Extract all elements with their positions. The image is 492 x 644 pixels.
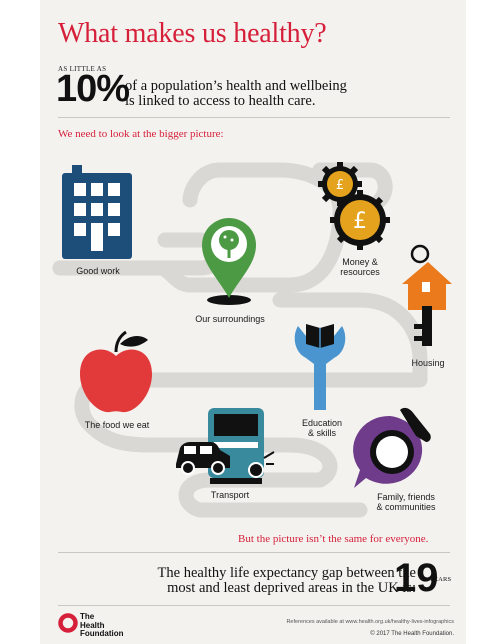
factor-label-housing: Housing: [411, 358, 445, 368]
factor-label-good-work: Good work: [76, 266, 120, 276]
gap-value: 19: [394, 556, 439, 600]
divider: [58, 605, 450, 606]
statement-line-1: of a population’s health and wellbeing: [125, 78, 347, 94]
wrench-book-icon: [294, 324, 346, 410]
factor-label-family: Family, friends & communities: [354, 492, 458, 512]
divider: [58, 552, 450, 553]
divider: [58, 117, 450, 118]
family-line-2: & communities: [376, 502, 436, 512]
health-foundation-logo-text: The Health Foundation: [80, 612, 124, 639]
intro-text: We need to look at the bigger picture:: [58, 128, 224, 140]
as-little-as-label: AS LITTLE AS: [58, 65, 107, 73]
svg-text:£: £: [336, 178, 344, 193]
house-key-icon: [402, 244, 452, 346]
education-line-2: & skills: [307, 428, 336, 438]
speech-bubble-icon: [353, 407, 431, 488]
health-foundation-logo-icon: [58, 613, 78, 633]
gap-line-2: most and least deprived areas in the UK …: [167, 580, 416, 596]
family-line-1: Family, friends: [377, 492, 435, 502]
factor-label-transport: Transport: [210, 490, 250, 500]
train-car-icon: [176, 408, 275, 484]
life-expectancy-gap-statement: The healthy life expectancy gap between …: [86, 566, 416, 596]
office-building-icon: [62, 165, 132, 259]
factor-label-surroundings: Our surroundings: [195, 314, 265, 324]
svg-text:£: £: [353, 209, 367, 234]
money-line-2: resources: [340, 267, 380, 277]
logo-line-3: Foundation: [80, 629, 124, 638]
map-pin-tree-icon: [202, 218, 256, 305]
education-line-1: Education: [301, 418, 343, 428]
money-line-1: Money &: [342, 257, 378, 267]
percentage-stat: 10%: [56, 68, 130, 110]
factor-label-education: Education & skills: [282, 418, 362, 438]
gear-coin-icon: £ £: [318, 162, 390, 250]
logo-line-1: The: [80, 612, 95, 621]
page-title: What makes us healthy?: [58, 18, 327, 49]
logo-line-2: Health: [80, 620, 105, 630]
factor-label-money: Money & resources: [320, 257, 400, 277]
statement-line-2: is linked to access to health care.: [125, 93, 316, 109]
infographic-page: What makes us healthy? AS LITTLE AS 10% …: [40, 0, 466, 644]
references-link[interactable]: References available at www.health.org.u…: [286, 619, 454, 625]
health-care-statement: of a population’s health and wellbeing i…: [125, 79, 445, 109]
gap-unit: YEARS: [429, 576, 452, 583]
apple-icon: [80, 330, 152, 413]
copyright: © 2017 The Health Foundation.: [370, 631, 454, 637]
factor-label-food: The food we eat: [84, 420, 150, 430]
gap-line-1: The healthy life expectancy gap between …: [157, 565, 416, 581]
conclusion-text: But the picture isn’t the same for every…: [238, 533, 429, 545]
